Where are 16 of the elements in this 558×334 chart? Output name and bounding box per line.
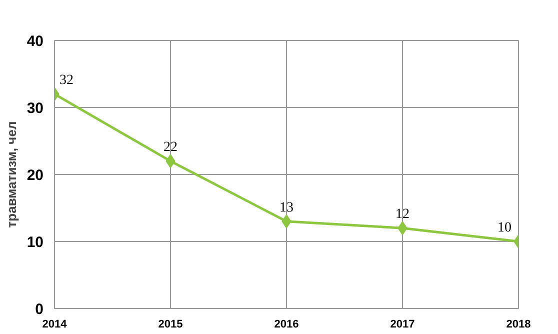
data-label: 32 — [60, 73, 74, 88]
x-tick-label: 2017 — [390, 318, 415, 330]
data-label: 12 — [396, 207, 410, 222]
data-label: 13 — [280, 200, 294, 216]
x-tick-label: 2015 — [158, 318, 183, 330]
y-tick-label: 20 — [26, 167, 44, 184]
x-tick-label: 2018 — [506, 318, 531, 330]
x-tick-label: 2016 — [274, 318, 299, 330]
data-label: 10 — [498, 220, 512, 236]
y-axis-title: травматизм, чел — [4, 121, 19, 228]
y-tick-label: 40 — [26, 33, 44, 50]
data-label: 22 — [164, 140, 178, 156]
y-tick-label: 30 — [26, 100, 44, 117]
x-tick-label: 2014 — [42, 318, 68, 330]
y-tick-label: 0 — [35, 301, 44, 318]
y-tick-label: 10 — [26, 234, 44, 251]
